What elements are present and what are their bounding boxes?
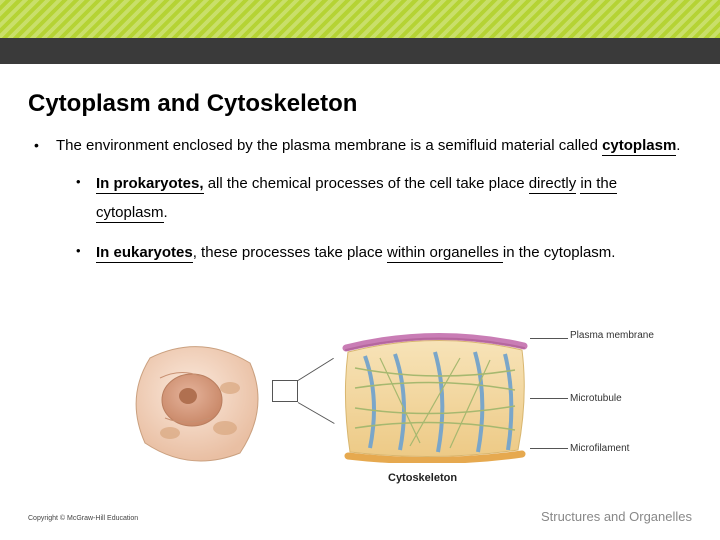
main-bullet-post: . [676, 137, 680, 154]
header-banner [0, 0, 720, 38]
callout-line [298, 358, 334, 381]
sb1-mid1: all the chemical processes of the cell t… [204, 175, 529, 192]
sb1-tail: . [164, 204, 168, 221]
figure-caption: Cytoskeleton [388, 472, 457, 484]
copyright-text: Copyright © McGraw-Hill Education [28, 515, 138, 522]
callout-line [298, 402, 335, 424]
sb2-br2: cytoplasm. [544, 244, 616, 261]
sb1-u1: directly [529, 175, 577, 194]
label-microfilament: Microfilament [570, 443, 629, 454]
sb1-lead: In prokaryotes, [96, 175, 204, 194]
sb2-lead: In eukaryotes [96, 244, 193, 263]
main-bullet: The environment enclosed by the plasma m… [34, 136, 692, 268]
sb2-mid2: in the [503, 244, 544, 261]
figure-cytoskeleton: Plasma membrane Microtubule Microfilamen… [130, 328, 650, 488]
label-plasma-membrane: Plasma membrane [570, 330, 654, 341]
label-microtubule: Microtubule [570, 393, 622, 404]
cell-detail-illustration [340, 328, 530, 463]
bullet-list-level2: In prokaryotes, all the chemical process… [56, 170, 692, 268]
callout-box [272, 380, 298, 402]
sub-bullet-eukaryotes: In eukaryotes, these processes take plac… [76, 239, 692, 268]
label-line [530, 448, 568, 449]
label-plasma-text: Plasma membrane [570, 330, 654, 341]
sb2-mid1: , these processes take place [193, 244, 387, 261]
slide-title: Cytoplasm and Cytoskeleton [28, 90, 692, 118]
sub-bullet-prokaryotes: In prokaryotes, all the chemical process… [76, 170, 692, 227]
cell-whole-illustration [130, 338, 270, 468]
sb2-u1: within organelles [387, 244, 503, 263]
label-line [530, 398, 568, 399]
main-bullet-pre: The environment enclosed by the plasma m… [56, 137, 602, 154]
section-title: Structures and Organelles [541, 509, 692, 524]
key-term-cytoplasm: cytoplasm [602, 137, 676, 156]
bullet-list-level1: The environment enclosed by the plasma m… [28, 136, 692, 268]
slide-content: Cytoplasm and Cytoskeleton The environme… [28, 90, 692, 284]
label-line [530, 338, 568, 339]
